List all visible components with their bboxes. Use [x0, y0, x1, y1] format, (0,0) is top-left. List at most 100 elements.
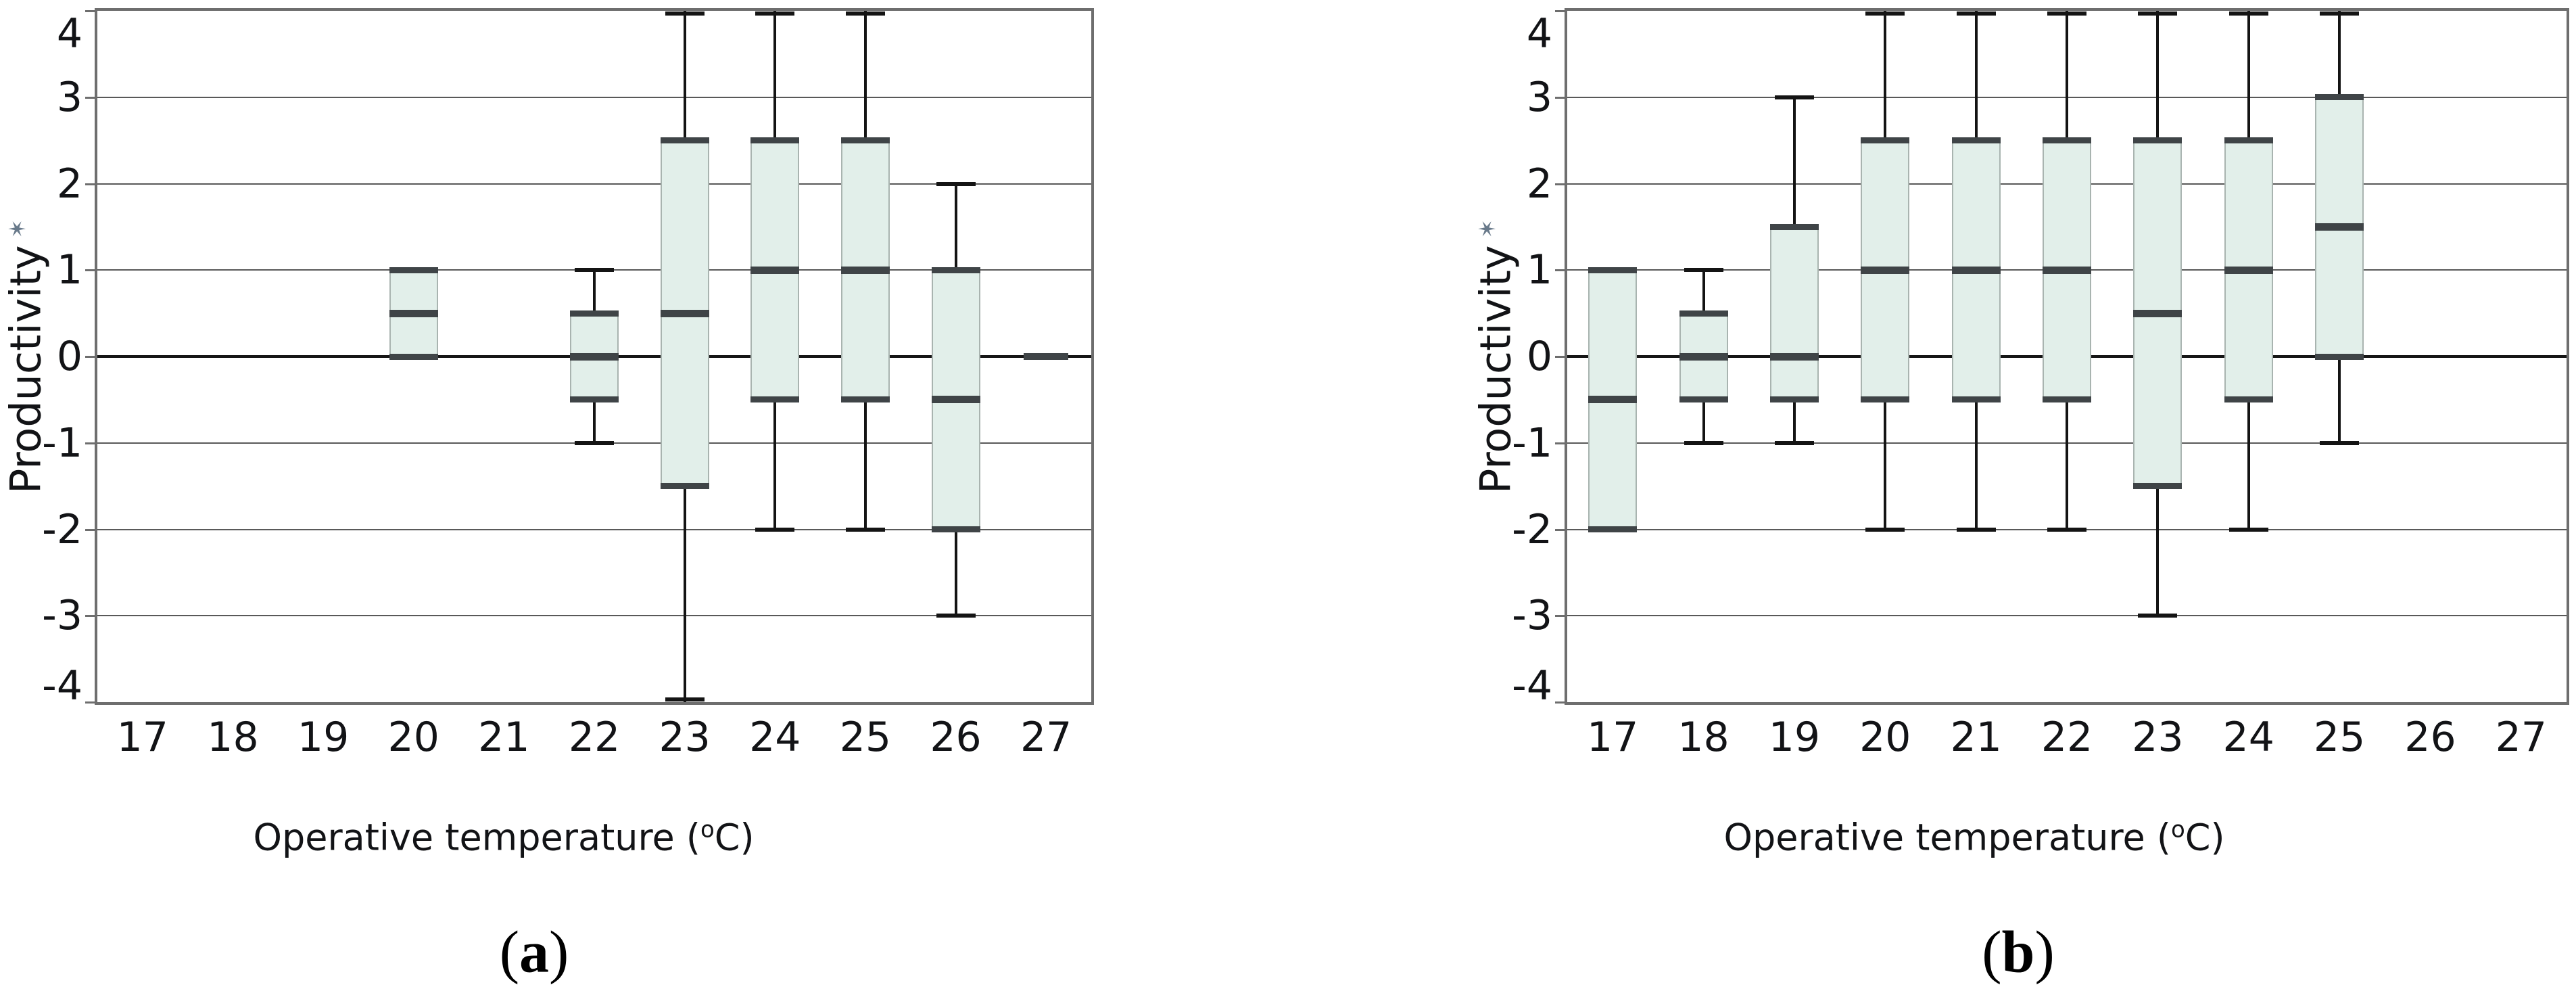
q3-bar: [2133, 137, 2183, 144]
gridline-y-2: [97, 528, 1091, 530]
q1-bar: [389, 353, 438, 360]
x-tick-label: 19: [1768, 714, 1821, 761]
lower-whisker-cap: [1774, 440, 1814, 445]
upper-whisker-cap: [2320, 11, 2360, 16]
y-tick-label: 1: [56, 246, 82, 294]
upper-whisker-line: [2338, 11, 2341, 97]
lower-whisker-line: [863, 399, 867, 530]
lower-whisker-line: [593, 399, 596, 443]
caption-open-paren: (: [499, 919, 519, 986]
caption-a: (a): [500, 919, 569, 987]
median-bar: [389, 309, 438, 317]
y-tick-mark: [1555, 528, 1565, 531]
upper-whisker-line: [1884, 11, 1887, 141]
gridline-y-3: [97, 615, 1091, 617]
caption-close-paren: ): [2034, 919, 2055, 986]
caption-letter: a: [519, 919, 549, 986]
productivity-star-icon: ✶: [4, 218, 32, 239]
x-axis-title-a: Operative temperature (oC): [253, 816, 754, 859]
lower-whisker-cap: [1956, 527, 1996, 532]
upper-whisker-line: [773, 11, 777, 141]
y-tick-label: -4: [42, 662, 82, 710]
productivity-star-icon: ✶: [1474, 218, 1502, 239]
y-tick-mark: [1555, 356, 1565, 358]
x-tick-label: 21: [1950, 714, 2002, 761]
caption-letter: b: [2001, 919, 2035, 986]
upper-whisker-cap: [936, 181, 976, 186]
median-bar: [2043, 266, 2091, 274]
lower-whisker-line: [1702, 399, 1705, 443]
y-tick-mark: [1555, 10, 1565, 12]
q3-bar: [2224, 137, 2273, 144]
q1-bar: [1679, 396, 1728, 403]
upper-whisker-line: [954, 183, 957, 271]
y-tick-label: -1: [1512, 419, 1552, 467]
x-axis-title-prefix: Operative temperature (: [253, 816, 700, 859]
median-bar: [931, 396, 980, 404]
lower-whisker-line: [2247, 399, 2250, 530]
q3-bar: [750, 137, 800, 144]
median-bar: [1588, 396, 1638, 404]
y-tick-label: -3: [42, 592, 82, 640]
x-tick-label: 23: [659, 714, 711, 761]
caption-open-paren: (: [1982, 919, 2002, 986]
y-tick-label: -3: [1512, 592, 1552, 640]
lower-whisker-cap: [936, 614, 976, 618]
gridline-y2: [97, 183, 1091, 185]
median-bar: [840, 266, 890, 274]
box-iqr: [1769, 227, 1819, 400]
upper-whisker-line: [683, 11, 686, 141]
caption-b: (b): [1982, 919, 2055, 987]
upper-whisker-cap: [1865, 11, 1905, 16]
upper-whisker-line: [2247, 11, 2250, 141]
q3-bar: [840, 137, 890, 144]
y-tick-label: 2: [56, 160, 82, 208]
x-axis-title-suffix: C): [2185, 816, 2225, 859]
y-tick-label: 4: [1526, 10, 1552, 57]
y-tick-mark: [85, 528, 95, 531]
y-tick-label: 2: [1526, 160, 1552, 208]
q3-bar: [660, 137, 709, 144]
y-tick-mark: [85, 10, 95, 12]
y-tick-label: -4: [1512, 662, 1552, 710]
x-tick-label: 19: [297, 714, 350, 761]
lower-whisker-cap: [2138, 614, 2178, 618]
median-bar: [2133, 309, 2183, 317]
x-axis-title-b: Operative temperature (oC): [1723, 816, 2224, 859]
y-tick-label: -2: [42, 505, 82, 553]
x-tick-label: 18: [207, 714, 259, 761]
lower-whisker-line: [954, 529, 957, 616]
median-bar: [2224, 266, 2273, 274]
q1-bar: [1861, 396, 1910, 403]
plot-area-a: [95, 8, 1094, 705]
y-tick-mark: [1555, 442, 1565, 444]
median-bar: [660, 309, 709, 317]
lower-whisker-line: [2338, 356, 2341, 443]
lower-whisker-cap: [575, 440, 614, 445]
lower-whisker-cap: [2228, 527, 2268, 532]
median-bar: [1679, 352, 1728, 361]
y-tick-mark: [85, 96, 95, 99]
y-tick-label: 3: [56, 73, 82, 121]
q1-bar: [1951, 396, 2001, 403]
upper-whisker-cap: [2228, 11, 2268, 16]
median-bar: [1951, 266, 2001, 274]
q3-bar: [1769, 223, 1819, 230]
q1-bar: [2043, 396, 2091, 403]
lower-whisker-cap: [755, 527, 795, 532]
y-tick-mark: [85, 356, 95, 358]
q3-bar: [1861, 137, 1910, 144]
x-tick-label: 25: [839, 714, 892, 761]
upper-whisker-line: [1792, 97, 1796, 227]
lower-whisker-cap: [665, 697, 705, 701]
q1-bar: [931, 526, 980, 532]
caption-close-paren: ): [549, 919, 569, 986]
q1-bar: [2133, 483, 2183, 490]
median-bar: [570, 352, 619, 361]
median-bar: [1769, 352, 1819, 361]
x-tick-label: 24: [749, 714, 801, 761]
upper-whisker-cap: [575, 268, 614, 273]
plot-area-b: [1565, 8, 2569, 705]
y-tick-mark: [1555, 183, 1565, 185]
y-tick-mark: [1555, 615, 1565, 618]
